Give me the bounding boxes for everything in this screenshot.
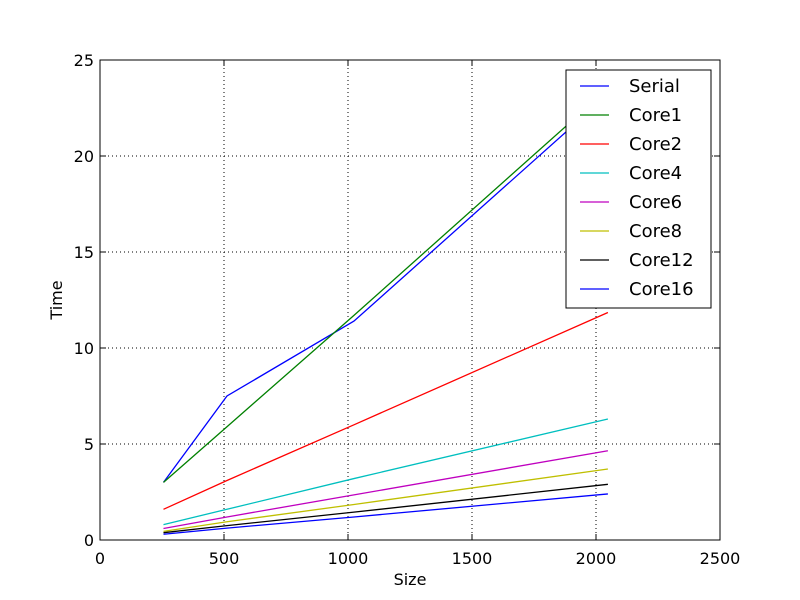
x-tick-label: 500 — [209, 549, 240, 568]
y-tick-label: 5 — [84, 435, 94, 454]
series-core2-line — [163, 311, 609, 510]
axis-layer: 0 500 1000 1500 2000 2500 0 5 10 15 20 25 — [74, 51, 741, 568]
legend-box — [565, 69, 712, 309]
y-tick-label: 25 — [74, 51, 94, 70]
y-tick-label: 20 — [74, 147, 94, 166]
x-tick-label: 0 — [95, 549, 105, 568]
plot-frame — [99, 59, 721, 541]
series-core6-line — [163, 450, 609, 530]
y-axis-title: Time — [47, 280, 66, 320]
legend-label-core2: Core2 — [629, 134, 682, 155]
legend-label-core8: Core8 — [629, 221, 682, 242]
series-core1-line — [163, 88, 609, 483]
series-core16-line — [163, 493, 608, 535]
x-tick-label: 2000 — [576, 549, 617, 568]
x-axis-title: Size — [394, 570, 427, 589]
legend-label-serial: Serial — [629, 76, 680, 97]
x-tick-label: 1500 — [452, 549, 493, 568]
series-layer — [162, 88, 609, 535]
legend-label-core4: Core4 — [629, 163, 682, 184]
legend-label-core16: Core16 — [629, 279, 694, 300]
legend-label-core1: Core1 — [629, 105, 682, 126]
y-tick-label: 15 — [74, 243, 94, 262]
series-serial-line — [162, 94, 609, 483]
y-tick-label: 10 — [74, 339, 94, 358]
legend: Serial Core1 Core2 Core4 Core6 Core8 Core12 Cor… — [565, 69, 712, 309]
x-tick-label: 1000 — [328, 549, 369, 568]
x-tick-label: 2500 — [700, 549, 741, 568]
legend-label-core6: Core6 — [629, 192, 682, 213]
legend-label-core12: Core12 — [629, 250, 694, 271]
series-core12-line — [163, 483, 608, 534]
series-core4-line — [163, 418, 609, 526]
y-tick-label: 0 — [84, 531, 94, 550]
series-core8-line — [163, 468, 608, 533]
